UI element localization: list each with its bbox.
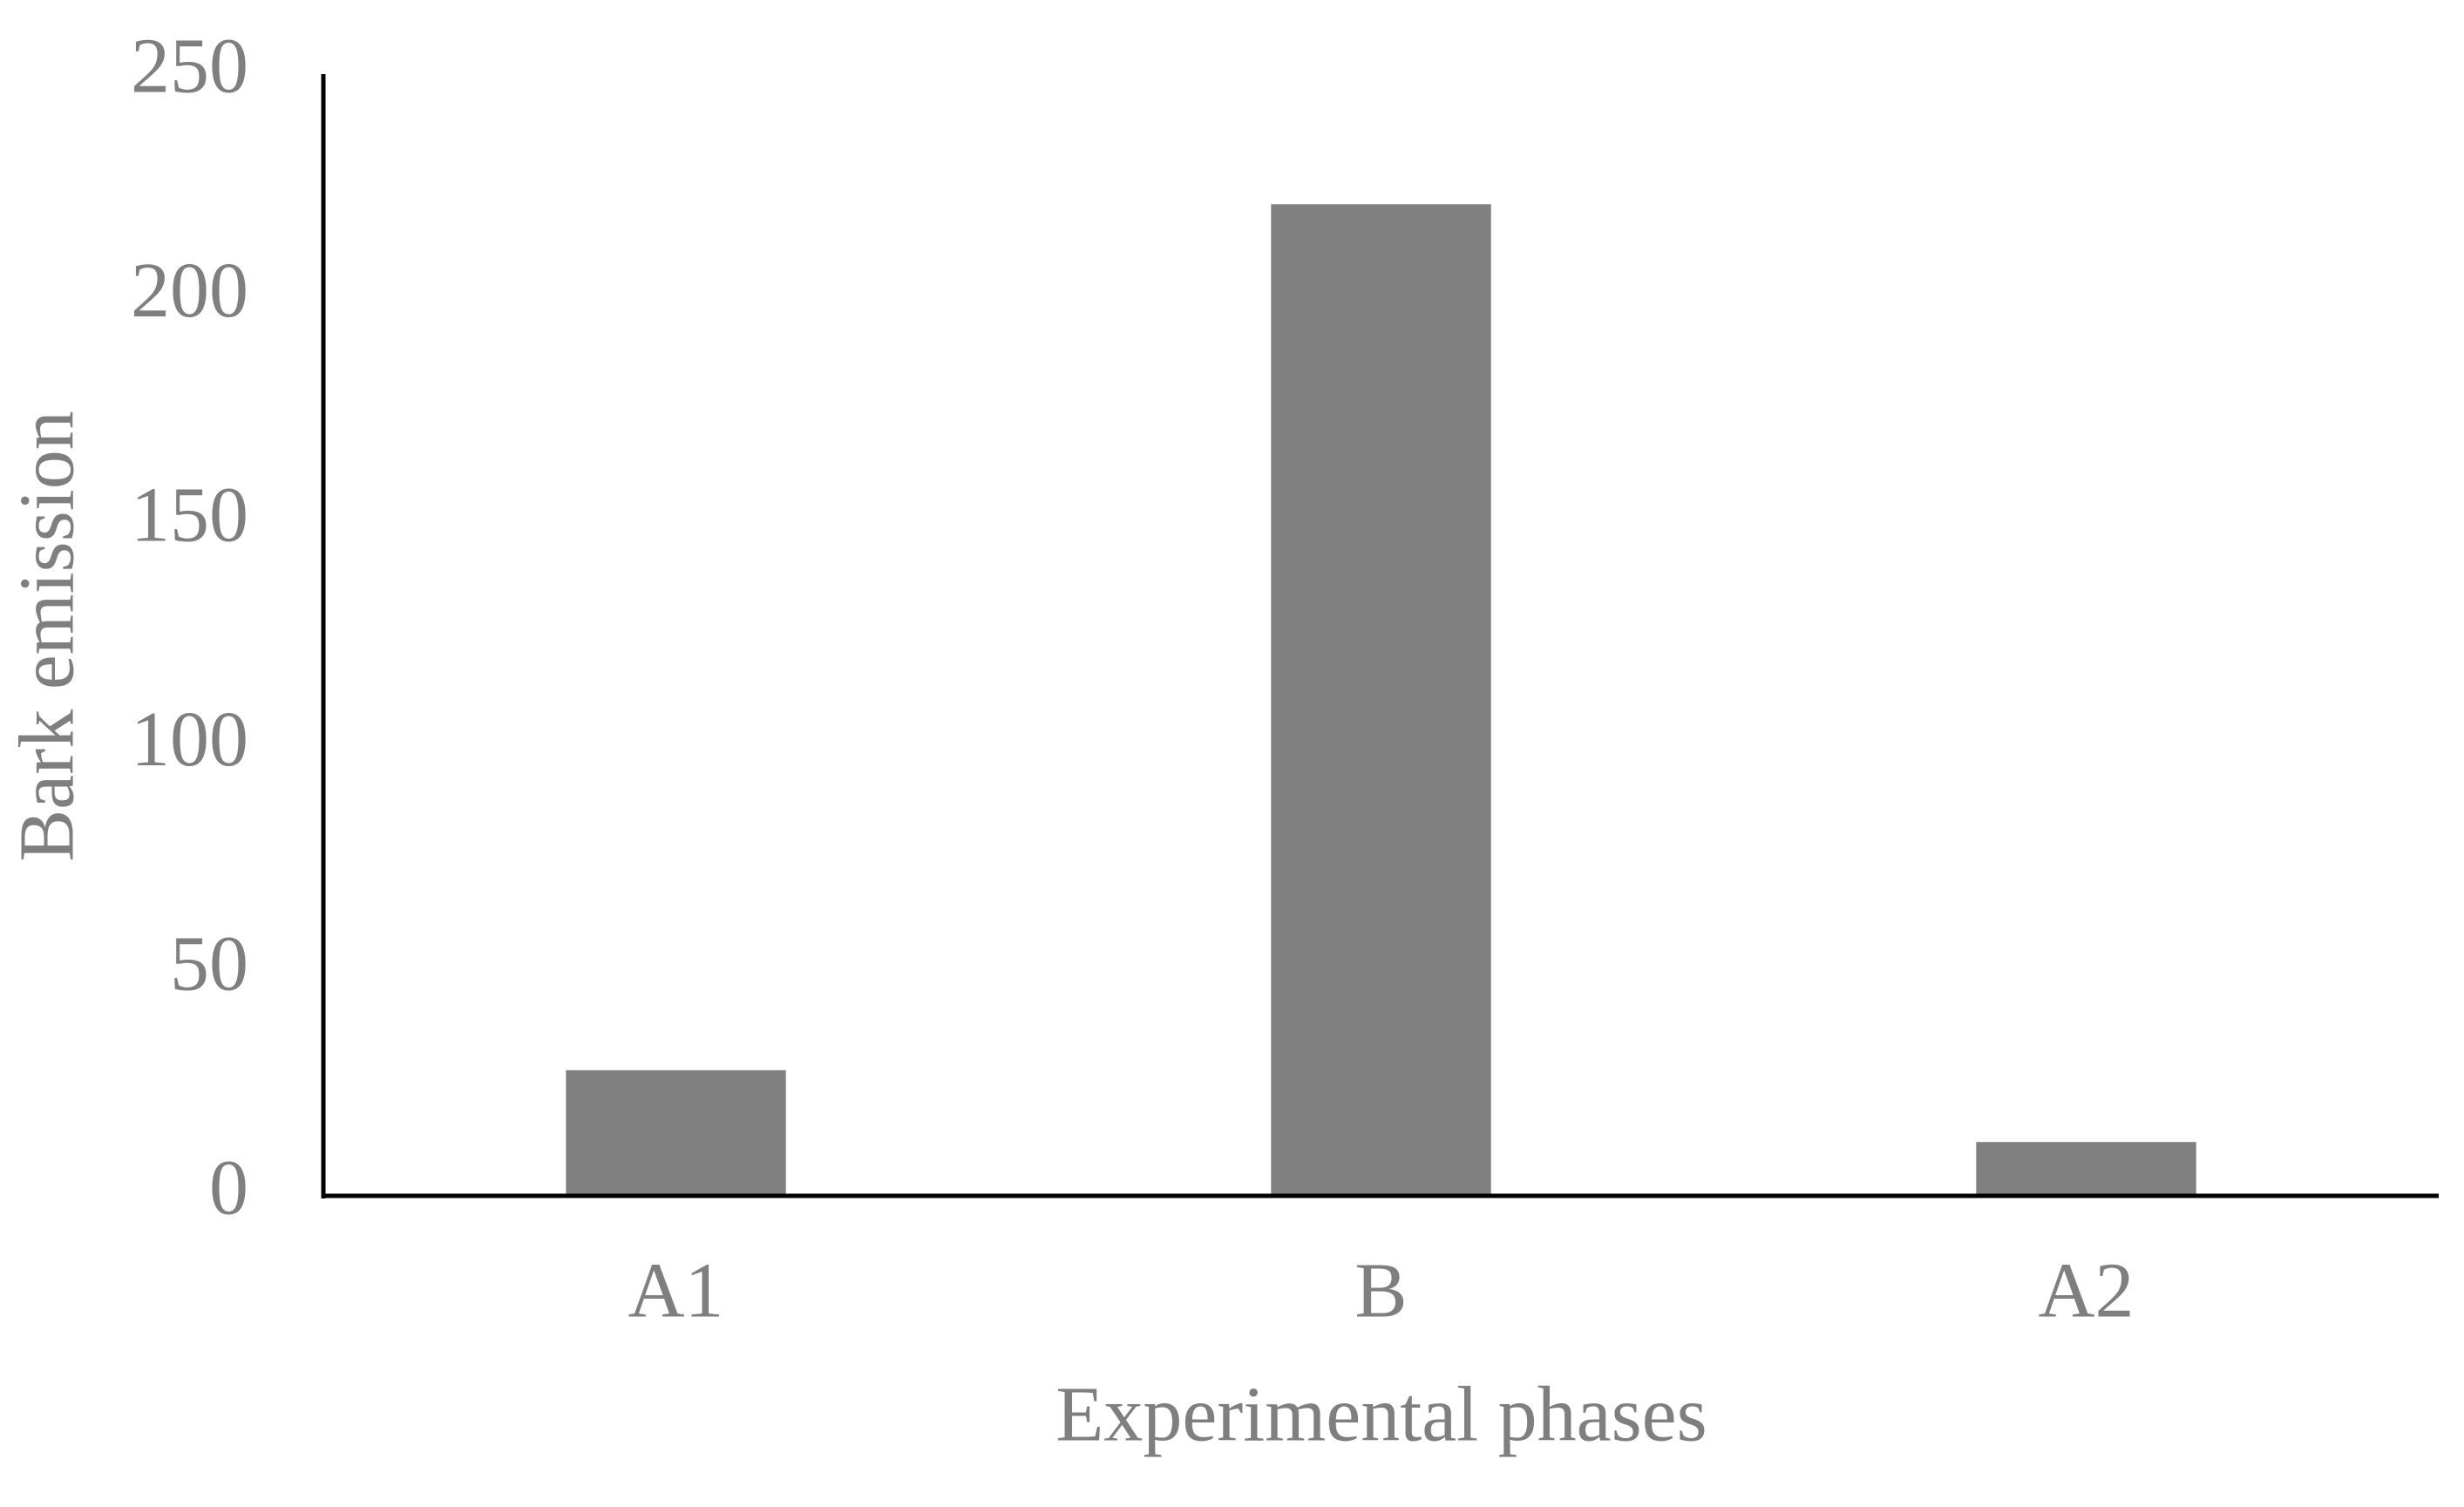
y-axis-label: Bark emission	[4, 411, 91, 861]
y-tick-label: 50	[170, 920, 248, 1007]
x-tick-label: A1	[628, 1248, 724, 1334]
y-tick-label: 150	[131, 472, 248, 558]
y-tick-label: 200	[131, 248, 248, 334]
x-tick-label: B	[1354, 1248, 1407, 1334]
bar	[566, 1069, 786, 1196]
y-tick-label: 100	[131, 696, 248, 783]
bar	[1976, 1142, 2196, 1196]
x-axis-label: Experimental phases	[1056, 1372, 1707, 1458]
y-tick-label: 0	[209, 1145, 248, 1232]
bar	[1271, 204, 1491, 1197]
x-tick-label: A2	[2039, 1248, 2135, 1334]
y-tick-label: 250	[131, 24, 248, 110]
